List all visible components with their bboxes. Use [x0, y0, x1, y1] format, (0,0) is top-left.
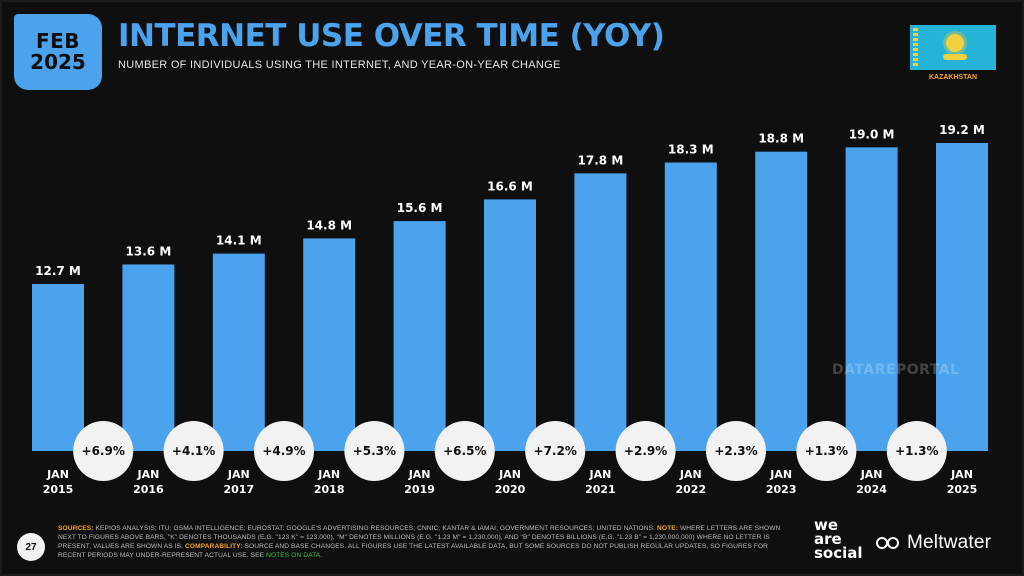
x-tick-label-month: JAN: [227, 468, 250, 481]
page-title: INTERNET USE OVER TIME (YOY): [118, 18, 665, 54]
yoy-change-bubble: [434, 421, 495, 481]
bar-value-label: 12.7 M: [35, 264, 81, 278]
bar-value-label: 14.1 M: [216, 234, 262, 248]
yoy-change-bubble: [886, 421, 947, 481]
bar: [845, 147, 898, 452]
yoy-change-bubble: [163, 421, 224, 481]
yoy-change-label: +2.3%: [714, 444, 757, 458]
bar-value-label: 17.8 M: [578, 153, 624, 167]
yoy-change-label: +2.9%: [624, 444, 667, 458]
x-tick-label-year: 2016: [133, 483, 164, 496]
bar: [32, 283, 84, 451]
x-tick-label-month: JAN: [408, 468, 431, 481]
x-tick-label-month: JAN: [317, 468, 340, 481]
yoy-change-label: +4.1%: [172, 444, 215, 458]
x-tick-label-year: 2017: [223, 483, 254, 496]
sources-text: KEPIOS ANALYSIS; ITU; GSMA INTELLIGENCE;…: [93, 525, 657, 532]
datareportal-watermark: DATAREPORTAL: [832, 362, 960, 378]
yoy-change-label: +1.3%: [805, 444, 848, 458]
x-tick-label-year: 2019: [404, 483, 435, 496]
bar-value-label: 13.6 M: [126, 244, 172, 258]
bar: [755, 151, 808, 451]
yoy-change-bubble: [796, 421, 857, 481]
page-subtitle: NUMBER OF INDIVIDUALS USING THE INTERNET…: [118, 59, 561, 71]
x-tick-label-month: JAN: [136, 468, 159, 481]
note-text: WHERE LETTERS ARE SHOWN NEXT TO FIGURES …: [58, 525, 781, 550]
notes-on-data-link[interactable]: NOTES ON DATA: [266, 552, 321, 559]
bar: [393, 221, 446, 451]
kazakhstan-flag-icon: [910, 25, 996, 70]
bar-value-label: 14.8 M: [306, 218, 352, 232]
x-tick-label-month: JAN: [679, 468, 702, 481]
yoy-change-bubble: [525, 421, 586, 481]
bar-value-label: 19.0 M: [849, 127, 895, 141]
notes-end: .: [320, 552, 323, 559]
bar-value-label: 16.6 M: [487, 179, 533, 193]
page-number: 27: [17, 533, 45, 561]
x-tick-label-year: 2015: [43, 483, 74, 496]
date-badge-year: 2025: [30, 50, 86, 74]
meltwater-name: Meltwater: [907, 532, 992, 553]
comparability-text: SOURCE AND BASE CHANGES. ALL FIGURES USE…: [58, 543, 769, 559]
meltwater-icon: [876, 536, 902, 550]
yoy-change-label: +1.3%: [895, 444, 938, 458]
bar-value-label: 18.3 M: [668, 143, 714, 157]
x-tick-label-year: 2023: [766, 483, 797, 496]
yoy-change-bubble: [73, 421, 134, 481]
yoy-change-label: +6.5%: [443, 444, 486, 458]
flag-eagle: [943, 54, 967, 60]
bar-value-label: 18.8 M: [758, 132, 804, 146]
sources-label: SOURCES:: [58, 525, 94, 532]
x-tick-label-month: JAN: [46, 468, 69, 481]
yoy-change-label: +6.9%: [82, 444, 125, 458]
yoy-change-label: +4.9%: [262, 444, 305, 458]
x-tick-label-month: JAN: [769, 468, 792, 481]
we-are-social-logo: we are social: [814, 516, 863, 562]
x-tick-label-year: 2025: [947, 483, 978, 496]
x-tick-label-year: 2021: [585, 483, 616, 496]
sources-notes: SOURCES: KEPIOS ANALYSIS; ITU; GSMA INTE…: [58, 524, 788, 560]
x-tick-label-year: 2020: [495, 483, 526, 496]
date-badge: FEB 2025: [14, 14, 102, 90]
x-tick-label-month: JAN: [588, 468, 611, 481]
bar: [484, 199, 536, 451]
x-tick-label-year: 2018: [314, 483, 345, 496]
yoy-change-bubble: [706, 421, 766, 481]
bar: [664, 162, 717, 452]
bar: [303, 238, 356, 451]
yoy-change-label: +7.2%: [534, 444, 577, 458]
comparability-label: COMPARABILITY:: [185, 543, 243, 550]
yoy-change-bubble: [254, 421, 314, 481]
flag-ornament: [913, 28, 918, 67]
bar: [122, 264, 175, 451]
yoy-change-bubble: [615, 421, 676, 481]
yoy-change-bubble: [344, 421, 405, 481]
x-tick-label-month: JAN: [498, 468, 521, 481]
brand-we: we: [814, 516, 839, 534]
bar-value-label: 19.2 M: [939, 123, 985, 137]
note-label: NOTE:: [657, 525, 679, 532]
yoy-change-label: +5.3%: [353, 444, 396, 458]
x-tick-label-year: 2022: [675, 483, 706, 496]
country-label: KAZAKHSTAN: [928, 74, 978, 81]
x-tick-label-year: 2024: [856, 483, 887, 496]
x-tick-label-month: JAN: [860, 468, 883, 481]
bar: [936, 143, 988, 451]
bar-value-label: 15.6 M: [397, 201, 443, 215]
brand-are: are: [814, 530, 842, 548]
date-badge-month: FEB: [35, 29, 81, 53]
meltwater-logo: Meltwater: [876, 532, 991, 554]
x-tick-label-month: JAN: [950, 468, 973, 481]
bar: [574, 173, 627, 451]
flag-sun: [946, 34, 964, 52]
brand-social: social: [814, 544, 863, 562]
bar: [212, 253, 265, 451]
